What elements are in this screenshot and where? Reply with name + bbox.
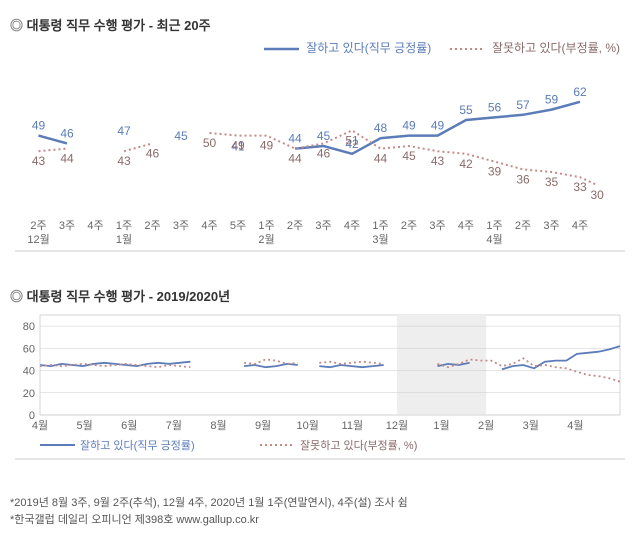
svg-text:50: 50 xyxy=(203,136,217,150)
svg-text:48: 48 xyxy=(374,121,388,135)
svg-text:45: 45 xyxy=(174,129,188,143)
svg-text:4주: 4주 xyxy=(458,220,474,232)
svg-text:4월: 4월 xyxy=(32,419,48,432)
svg-text:49: 49 xyxy=(260,139,274,153)
svg-text:1주: 1주 xyxy=(116,220,132,232)
svg-text:10월: 10월 xyxy=(297,419,319,432)
svg-text:49: 49 xyxy=(32,119,46,133)
svg-text:39: 39 xyxy=(488,165,502,179)
svg-text:40: 40 xyxy=(23,366,35,378)
svg-text:4주: 4주 xyxy=(572,220,588,232)
svg-text:46: 46 xyxy=(60,126,74,140)
footnotes: *2019년 8월 3주, 9월 2주(추석), 12월 4주, 2020년 1… xyxy=(10,495,630,528)
svg-text:44: 44 xyxy=(288,132,302,146)
svg-text:2주: 2주 xyxy=(287,220,303,232)
svg-text:43: 43 xyxy=(117,154,131,168)
svg-text:7월: 7월 xyxy=(166,419,182,432)
svg-text:잘하고 있다(직무 긍정률): 잘하고 있다(직무 긍정률) xyxy=(80,438,195,452)
svg-text:46: 46 xyxy=(146,146,160,160)
svg-text:2주: 2주 xyxy=(515,220,531,232)
svg-text:4주: 4주 xyxy=(344,220,360,232)
chart1-svg: 4946474541444542484949555657596243444346… xyxy=(10,61,630,271)
chart2-section: 대통령 직무 수행 평가 - 2019/2020년 0204060804월5월6… xyxy=(10,286,630,485)
svg-text:2월: 2월 xyxy=(258,233,274,246)
svg-text:12월: 12월 xyxy=(386,419,408,432)
svg-text:4주: 4주 xyxy=(201,220,217,232)
chart2-svg: 0204060804월5월6월7월8월9월10월11월12월1월2월3월4월잘하… xyxy=(10,310,630,480)
svg-text:5주: 5주 xyxy=(230,220,246,232)
svg-text:3월: 3월 xyxy=(372,233,388,246)
svg-text:6월: 6월 xyxy=(121,419,137,432)
svg-text:35: 35 xyxy=(545,175,559,189)
svg-text:3월: 3월 xyxy=(523,419,539,432)
svg-text:60: 60 xyxy=(23,343,35,355)
svg-text:잘못하고 있다(부정률, %): 잘못하고 있다(부정률, %) xyxy=(300,438,417,452)
legend-pos: 잘하고 있다(직무 긍정률) xyxy=(264,39,431,56)
svg-text:44: 44 xyxy=(288,152,302,166)
svg-text:44: 44 xyxy=(60,152,74,166)
svg-text:1주: 1주 xyxy=(372,220,388,232)
chart1-title: 대통령 직무 수행 평가 - 최근 20주 xyxy=(10,15,630,34)
svg-text:5월: 5월 xyxy=(76,419,92,432)
svg-text:3주: 3주 xyxy=(59,220,75,232)
chart1-section: 대통령 직무 수행 평가 - 최근 20주 잘하고 있다(직무 긍정률) 잘못하… xyxy=(10,15,630,276)
chart1-legend: 잘하고 있다(직무 긍정률) 잘못하고 있다(부정률, %) xyxy=(10,39,630,56)
svg-text:20: 20 xyxy=(23,388,35,400)
svg-text:2주: 2주 xyxy=(144,220,160,232)
svg-text:47: 47 xyxy=(117,124,131,138)
svg-text:59: 59 xyxy=(545,93,559,107)
svg-text:45: 45 xyxy=(402,149,416,163)
svg-text:46: 46 xyxy=(317,146,331,160)
svg-text:8월: 8월 xyxy=(210,419,226,432)
svg-text:9월: 9월 xyxy=(255,419,271,432)
svg-text:2주: 2주 xyxy=(401,220,417,232)
svg-text:56: 56 xyxy=(488,100,502,114)
svg-text:33: 33 xyxy=(573,180,587,194)
svg-text:4주: 4주 xyxy=(87,220,103,232)
svg-text:3주: 3주 xyxy=(173,220,189,232)
svg-text:3주: 3주 xyxy=(543,220,559,232)
svg-text:1월: 1월 xyxy=(116,233,132,246)
svg-text:3주: 3주 xyxy=(315,220,331,232)
svg-text:44: 44 xyxy=(374,152,388,166)
svg-text:11월: 11월 xyxy=(342,419,364,432)
svg-text:55: 55 xyxy=(459,103,473,117)
svg-text:3주: 3주 xyxy=(429,220,445,232)
svg-text:51: 51 xyxy=(345,133,359,147)
legend-neg: 잘못하고 있다(부정률, %) xyxy=(450,39,620,56)
svg-text:80: 80 xyxy=(23,321,35,333)
svg-text:2월: 2월 xyxy=(478,419,494,432)
svg-text:36: 36 xyxy=(516,172,530,186)
svg-text:49: 49 xyxy=(231,139,245,153)
chart1-container: 4946474541444542484949555657596243444346… xyxy=(10,61,630,276)
svg-text:1주: 1주 xyxy=(486,220,502,232)
svg-text:49: 49 xyxy=(402,119,416,133)
footnote-2: *한국갤럽 데일리 오피니언 제398호 www.gallup.co.kr xyxy=(10,512,630,529)
svg-text:30: 30 xyxy=(590,188,604,202)
svg-text:43: 43 xyxy=(32,154,46,168)
svg-text:42: 42 xyxy=(459,157,473,171)
chart2-title: 대통령 직무 수행 평가 - 2019/2020년 xyxy=(10,286,630,305)
svg-text:12월: 12월 xyxy=(27,233,49,246)
svg-text:49: 49 xyxy=(431,119,445,133)
svg-text:2주: 2주 xyxy=(30,220,46,232)
legend-pos-label: 잘하고 있다(직무 긍정률) xyxy=(306,41,431,55)
svg-text:45: 45 xyxy=(317,129,331,143)
legend-neg-label: 잘못하고 있다(부정률, %) xyxy=(492,41,620,55)
svg-text:4월: 4월 xyxy=(486,233,502,246)
svg-text:1주: 1주 xyxy=(258,220,274,232)
footnote-1: *2019년 8월 3주, 9월 2주(추석), 12월 4주, 2020년 1… xyxy=(10,495,630,512)
svg-text:57: 57 xyxy=(516,98,530,112)
svg-text:43: 43 xyxy=(431,154,445,168)
svg-text:4월: 4월 xyxy=(567,419,583,432)
svg-text:62: 62 xyxy=(573,85,587,99)
svg-text:1월: 1월 xyxy=(433,419,449,432)
chart2-container: 0204060804월5월6월7월8월9월10월11월12월1월2월3월4월잘하… xyxy=(10,310,630,485)
